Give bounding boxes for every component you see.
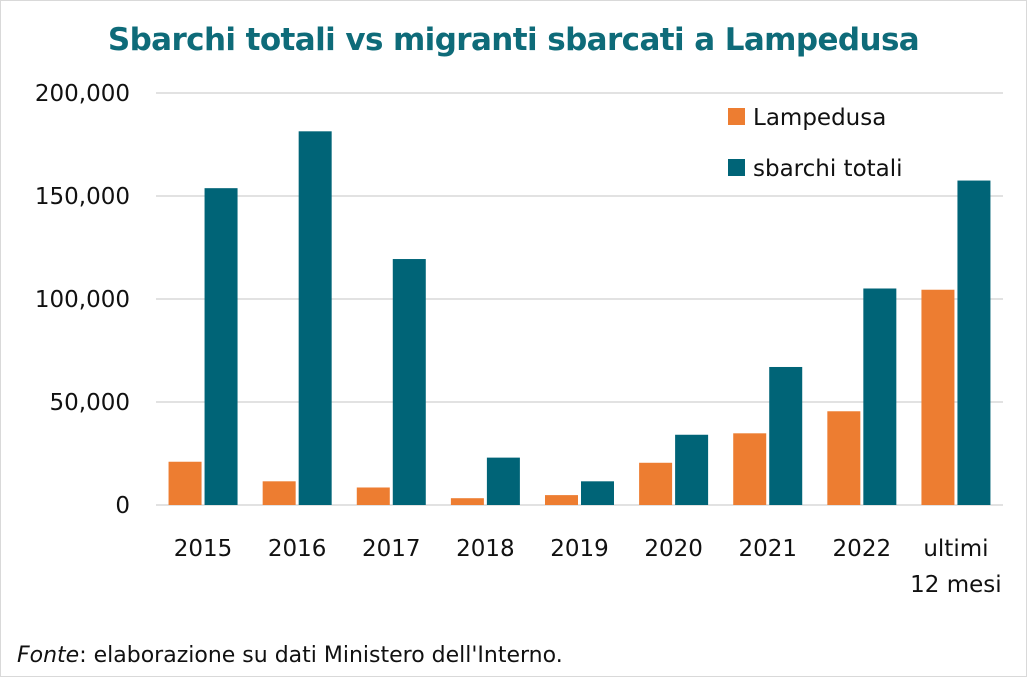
bar-sbarchi-totali	[581, 481, 614, 505]
y-tick-label: 50,000	[50, 390, 130, 416]
x-tick-label: 2021	[738, 536, 797, 562]
y-tick-label: 0	[115, 493, 130, 519]
bar-sbarchi-totali	[957, 180, 991, 506]
source-note: Fonte: elaborazione su dati Ministero de…	[17, 643, 563, 668]
source-text: : elaborazione su dati Ministero dell'In…	[79, 643, 563, 668]
bar-sbarchi-totali	[204, 188, 238, 505]
bar-lampedusa	[356, 487, 390, 505]
x-tick-label: 2016	[268, 536, 327, 562]
x-tick-label: 2019	[550, 536, 609, 562]
bar-lampedusa	[921, 289, 955, 505]
x-axis-ticks: 2015 2016 2017 2018 2019 2020 2021 2022 ultimi 12…	[174, 536, 1002, 598]
bar-lampedusa	[733, 433, 767, 505]
bar-sbarchi-totali	[863, 288, 897, 505]
bar-sbarchi-totali	[392, 259, 426, 505]
bar-sbarchi-totali	[769, 366, 803, 505]
bar-sbarchi-totali	[298, 131, 332, 506]
source-label: Fonte	[17, 643, 80, 668]
bar-lampedusa	[262, 481, 296, 505]
y-axis-ticks: 0 50,000 100,000 150,000 200,000	[35, 81, 130, 519]
bars	[168, 131, 991, 506]
bar-lampedusa	[639, 462, 673, 505]
bar-lampedusa	[545, 495, 578, 505]
bar-lampedusa	[168, 461, 202, 505]
x-tick-label: 2022	[833, 536, 892, 562]
y-tick-label: 100,000	[35, 287, 130, 313]
x-tick-label: 12 mesi	[910, 572, 1002, 598]
bar-lampedusa	[450, 498, 484, 505]
x-tick-label: 2017	[362, 536, 421, 562]
legend-label: Lampedusa	[753, 105, 886, 131]
x-tick-label: 2020	[644, 536, 703, 562]
y-tick-label: 200,000	[35, 81, 130, 107]
bar-sbarchi-totali	[486, 457, 520, 505]
bar-lampedusa	[827, 411, 861, 505]
legend-label: sbarchi totali	[753, 156, 903, 182]
x-tick-label: 2015	[174, 536, 233, 562]
legend: Lampedusa sbarchi totali	[728, 105, 903, 182]
legend-swatch	[728, 108, 745, 125]
legend-swatch	[728, 159, 745, 176]
y-tick-label: 150,000	[35, 184, 130, 210]
chart-title: Sbarchi totali vs migranti sbarcati a La…	[107, 22, 920, 58]
gridlines	[156, 92, 1003, 506]
x-tick-label: 2018	[456, 536, 515, 562]
x-tick-label: ultimi	[923, 536, 988, 562]
bar-sbarchi-totali	[675, 434, 709, 505]
